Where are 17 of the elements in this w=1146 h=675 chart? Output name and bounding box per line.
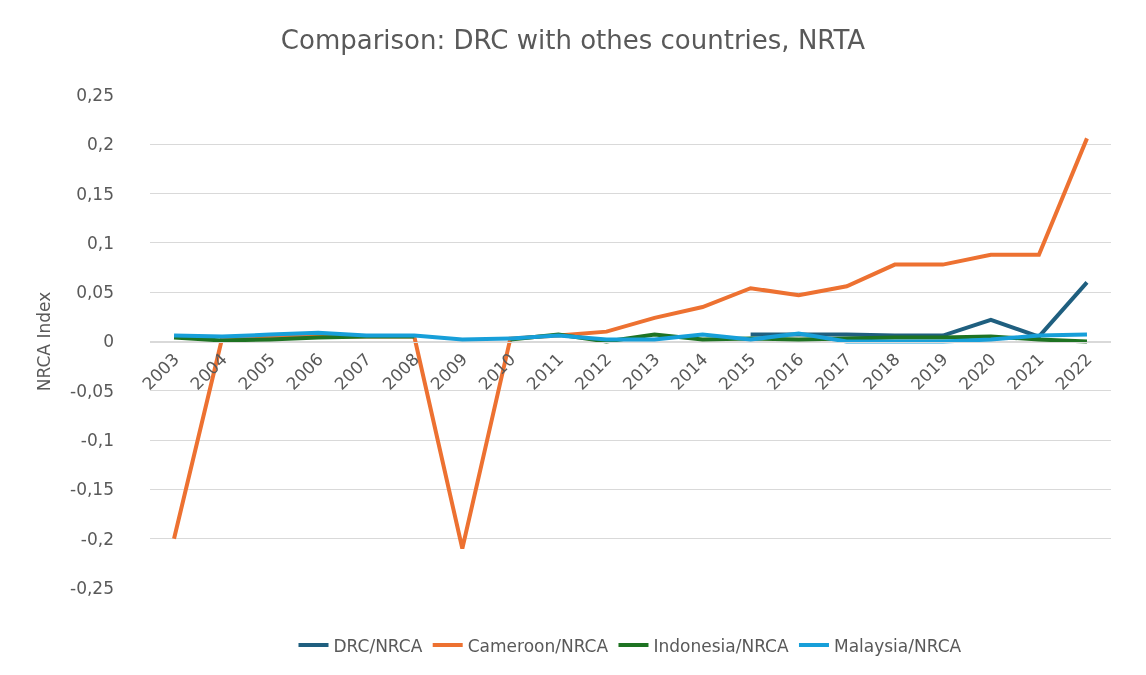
y-tick-label: 0,2 bbox=[86, 134, 114, 155]
y-tick-label: -0,05 bbox=[70, 380, 114, 401]
y-tick-label: 0,25 bbox=[76, 84, 114, 105]
y-tick-label: -0,15 bbox=[70, 479, 114, 500]
legend-label: Cameroon/NRCA bbox=[467, 635, 609, 656]
y-tick-label: -0,2 bbox=[80, 528, 114, 549]
y-axis-title: NRCA Index bbox=[33, 291, 54, 392]
y-tick-label: 0,05 bbox=[76, 282, 114, 303]
legend-label: Indonesia/NRCA bbox=[653, 635, 789, 656]
y-tick-label: -0,1 bbox=[80, 430, 114, 451]
legend-label: Malaysia/NRCA bbox=[833, 635, 962, 656]
y-tick-label: 0 bbox=[103, 331, 114, 352]
y-tick-label: 0,15 bbox=[76, 183, 114, 204]
chart-title: Comparison: DRC with othes countries, NRTA bbox=[280, 24, 866, 55]
legend-label: DRC/NRCA bbox=[333, 635, 423, 656]
y-tick-label: 0,1 bbox=[86, 232, 114, 253]
y-tick-label: -0,25 bbox=[70, 577, 114, 598]
